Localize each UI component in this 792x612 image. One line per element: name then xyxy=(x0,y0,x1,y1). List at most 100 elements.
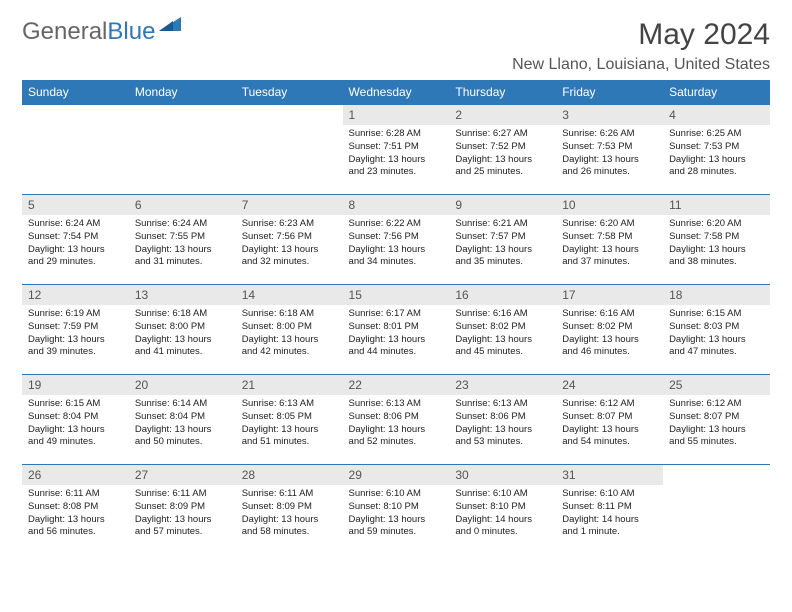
day-details: Sunrise: 6:17 AMSunset: 8:01 PMDaylight:… xyxy=(343,305,450,363)
month-title: May 2024 xyxy=(512,18,770,52)
day-number: 4 xyxy=(663,105,770,125)
calendar-cell: 3Sunrise: 6:26 AMSunset: 7:53 PMDaylight… xyxy=(556,105,663,195)
day-number: 8 xyxy=(343,195,450,215)
day-details: Sunrise: 6:23 AMSunset: 7:56 PMDaylight:… xyxy=(236,215,343,273)
day-details: Sunrise: 6:18 AMSunset: 8:00 PMDaylight:… xyxy=(129,305,236,363)
calendar-body: 1Sunrise: 6:28 AMSunset: 7:51 PMDaylight… xyxy=(22,105,770,555)
location: New Llano, Louisiana, United States xyxy=(512,56,770,74)
day-details: Sunrise: 6:18 AMSunset: 8:00 PMDaylight:… xyxy=(236,305,343,363)
day-details: Sunrise: 6:22 AMSunset: 7:56 PMDaylight:… xyxy=(343,215,450,273)
calendar-cell: 4Sunrise: 6:25 AMSunset: 7:53 PMDaylight… xyxy=(663,105,770,195)
calendar-cell: 27Sunrise: 6:11 AMSunset: 8:09 PMDayligh… xyxy=(129,465,236,555)
brand-part2: Blue xyxy=(107,18,155,46)
calendar-cell xyxy=(236,105,343,195)
day-number: 30 xyxy=(449,465,556,485)
day-details: Sunrise: 6:11 AMSunset: 8:08 PMDaylight:… xyxy=(22,485,129,543)
day-number: 23 xyxy=(449,375,556,395)
day-number: 11 xyxy=(663,195,770,215)
day-number: 26 xyxy=(22,465,129,485)
calendar-week-row: 1Sunrise: 6:28 AMSunset: 7:51 PMDaylight… xyxy=(22,105,770,195)
calendar-cell: 11Sunrise: 6:20 AMSunset: 7:58 PMDayligh… xyxy=(663,195,770,285)
calendar-cell: 26Sunrise: 6:11 AMSunset: 8:08 PMDayligh… xyxy=(22,465,129,555)
day-number: 6 xyxy=(129,195,236,215)
calendar-cell: 22Sunrise: 6:13 AMSunset: 8:06 PMDayligh… xyxy=(343,375,450,465)
day-header: Saturday xyxy=(663,80,770,105)
calendar-cell: 14Sunrise: 6:18 AMSunset: 8:00 PMDayligh… xyxy=(236,285,343,375)
day-number: 21 xyxy=(236,375,343,395)
day-number: 7 xyxy=(236,195,343,215)
day-number: 27 xyxy=(129,465,236,485)
day-details: Sunrise: 6:10 AMSunset: 8:10 PMDaylight:… xyxy=(343,485,450,543)
day-details: Sunrise: 6:10 AMSunset: 8:11 PMDaylight:… xyxy=(556,485,663,543)
calendar-week-row: 19Sunrise: 6:15 AMSunset: 8:04 PMDayligh… xyxy=(22,375,770,465)
calendar-cell: 8Sunrise: 6:22 AMSunset: 7:56 PMDaylight… xyxy=(343,195,450,285)
calendar-cell: 1Sunrise: 6:28 AMSunset: 7:51 PMDaylight… xyxy=(343,105,450,195)
brand-logo: GeneralBlue xyxy=(22,18,181,46)
day-details: Sunrise: 6:16 AMSunset: 8:02 PMDaylight:… xyxy=(449,305,556,363)
logo-triangle-icon xyxy=(159,12,181,40)
day-details: Sunrise: 6:15 AMSunset: 8:03 PMDaylight:… xyxy=(663,305,770,363)
header: GeneralBlue May 2024 New Llano, Louisian… xyxy=(22,18,770,74)
day-details: Sunrise: 6:27 AMSunset: 7:52 PMDaylight:… xyxy=(449,125,556,183)
calendar-cell: 28Sunrise: 6:11 AMSunset: 8:09 PMDayligh… xyxy=(236,465,343,555)
day-details: Sunrise: 6:20 AMSunset: 7:58 PMDaylight:… xyxy=(556,215,663,273)
day-number: 29 xyxy=(343,465,450,485)
day-details: Sunrise: 6:19 AMSunset: 7:59 PMDaylight:… xyxy=(22,305,129,363)
calendar-cell: 6Sunrise: 6:24 AMSunset: 7:55 PMDaylight… xyxy=(129,195,236,285)
day-number: 13 xyxy=(129,285,236,305)
day-details: Sunrise: 6:12 AMSunset: 8:07 PMDaylight:… xyxy=(663,395,770,453)
day-details: Sunrise: 6:21 AMSunset: 7:57 PMDaylight:… xyxy=(449,215,556,273)
day-number: 12 xyxy=(22,285,129,305)
day-number: 17 xyxy=(556,285,663,305)
calendar-cell: 21Sunrise: 6:13 AMSunset: 8:05 PMDayligh… xyxy=(236,375,343,465)
day-details: Sunrise: 6:12 AMSunset: 8:07 PMDaylight:… xyxy=(556,395,663,453)
day-details: Sunrise: 6:26 AMSunset: 7:53 PMDaylight:… xyxy=(556,125,663,183)
day-number: 25 xyxy=(663,375,770,395)
day-details: Sunrise: 6:14 AMSunset: 8:04 PMDaylight:… xyxy=(129,395,236,453)
day-header: Monday xyxy=(129,80,236,105)
calendar-cell: 24Sunrise: 6:12 AMSunset: 8:07 PMDayligh… xyxy=(556,375,663,465)
day-number: 22 xyxy=(343,375,450,395)
day-header: Sunday xyxy=(22,80,129,105)
title-block: May 2024 New Llano, Louisiana, United St… xyxy=(512,18,770,74)
calendar-cell: 18Sunrise: 6:15 AMSunset: 8:03 PMDayligh… xyxy=(663,285,770,375)
day-details: Sunrise: 6:11 AMSunset: 8:09 PMDaylight:… xyxy=(129,485,236,543)
day-details: Sunrise: 6:13 AMSunset: 8:06 PMDaylight:… xyxy=(343,395,450,453)
calendar-cell xyxy=(663,465,770,555)
day-header: Thursday xyxy=(449,80,556,105)
day-details: Sunrise: 6:10 AMSunset: 8:10 PMDaylight:… xyxy=(449,485,556,543)
calendar-cell: 17Sunrise: 6:16 AMSunset: 8:02 PMDayligh… xyxy=(556,285,663,375)
calendar-cell: 23Sunrise: 6:13 AMSunset: 8:06 PMDayligh… xyxy=(449,375,556,465)
day-number: 5 xyxy=(22,195,129,215)
page: GeneralBlue May 2024 New Llano, Louisian… xyxy=(0,0,792,565)
calendar-week-row: 5Sunrise: 6:24 AMSunset: 7:54 PMDaylight… xyxy=(22,195,770,285)
calendar-cell: 12Sunrise: 6:19 AMSunset: 7:59 PMDayligh… xyxy=(22,285,129,375)
day-number: 9 xyxy=(449,195,556,215)
day-details: Sunrise: 6:20 AMSunset: 7:58 PMDaylight:… xyxy=(663,215,770,273)
brand-part1: General xyxy=(22,18,107,46)
day-details: Sunrise: 6:24 AMSunset: 7:54 PMDaylight:… xyxy=(22,215,129,273)
calendar-week-row: 26Sunrise: 6:11 AMSunset: 8:08 PMDayligh… xyxy=(22,465,770,555)
calendar-cell: 9Sunrise: 6:21 AMSunset: 7:57 PMDaylight… xyxy=(449,195,556,285)
calendar-cell: 30Sunrise: 6:10 AMSunset: 8:10 PMDayligh… xyxy=(449,465,556,555)
day-number: 18 xyxy=(663,285,770,305)
calendar-cell xyxy=(22,105,129,195)
day-header: Tuesday xyxy=(236,80,343,105)
calendar-cell: 19Sunrise: 6:15 AMSunset: 8:04 PMDayligh… xyxy=(22,375,129,465)
calendar-cell: 29Sunrise: 6:10 AMSunset: 8:10 PMDayligh… xyxy=(343,465,450,555)
calendar-week-row: 12Sunrise: 6:19 AMSunset: 7:59 PMDayligh… xyxy=(22,285,770,375)
calendar-cell: 2Sunrise: 6:27 AMSunset: 7:52 PMDaylight… xyxy=(449,105,556,195)
calendar-cell xyxy=(129,105,236,195)
day-number: 10 xyxy=(556,195,663,215)
day-details: Sunrise: 6:13 AMSunset: 8:05 PMDaylight:… xyxy=(236,395,343,453)
calendar-cell: 15Sunrise: 6:17 AMSunset: 8:01 PMDayligh… xyxy=(343,285,450,375)
day-number: 15 xyxy=(343,285,450,305)
day-details: Sunrise: 6:13 AMSunset: 8:06 PMDaylight:… xyxy=(449,395,556,453)
day-details: Sunrise: 6:28 AMSunset: 7:51 PMDaylight:… xyxy=(343,125,450,183)
day-details: Sunrise: 6:25 AMSunset: 7:53 PMDaylight:… xyxy=(663,125,770,183)
day-header: Wednesday xyxy=(343,80,450,105)
day-number: 31 xyxy=(556,465,663,485)
calendar-cell: 7Sunrise: 6:23 AMSunset: 7:56 PMDaylight… xyxy=(236,195,343,285)
calendar-cell: 16Sunrise: 6:16 AMSunset: 8:02 PMDayligh… xyxy=(449,285,556,375)
day-details: Sunrise: 6:11 AMSunset: 8:09 PMDaylight:… xyxy=(236,485,343,543)
